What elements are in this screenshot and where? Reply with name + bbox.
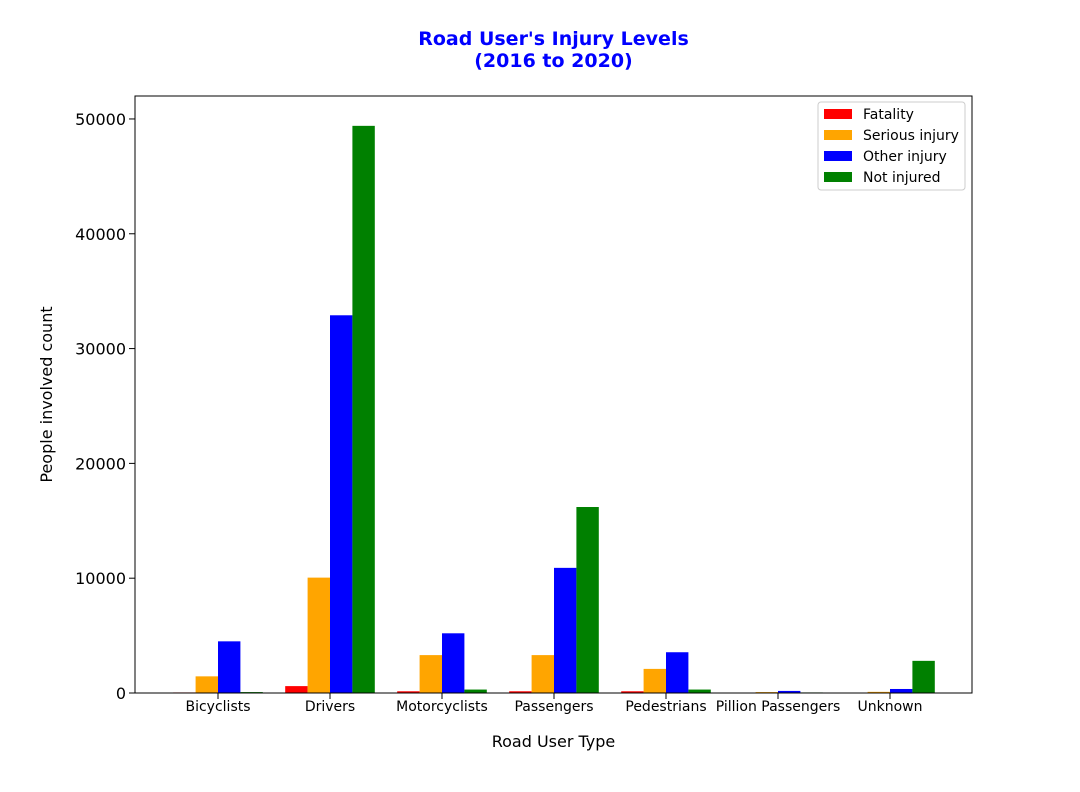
y-axis-ticks: 0 10000 20000 30000 40000 50000: [75, 110, 135, 703]
bar-other-injury-drivers: [330, 315, 353, 693]
bar-not-injured-motorcyclists: [464, 689, 487, 693]
bar-not-injured-unknown: [912, 660, 935, 693]
legend-swatch: [824, 109, 852, 119]
bar-not-injured-passengers: [576, 507, 599, 693]
legend-swatch: [824, 151, 852, 161]
bar-other-injury-pedestrians: [666, 652, 689, 693]
bar-fatality-drivers: [285, 686, 308, 693]
bar-serious-injury-drivers: [307, 577, 330, 693]
legend: Fatality Serious injury Other injury Not in…: [817, 101, 966, 191]
bar-serious-injury-unknown: [867, 691, 890, 693]
x-tick-label: Pedestrians: [625, 699, 706, 715]
bar-not-injured-pedestrians: [688, 689, 711, 693]
legend-label: Fatality: [863, 107, 914, 123]
bar-serious-injury-motorcyclists: [419, 655, 442, 693]
bar-serious-injury-passengers: [531, 655, 554, 693]
y-axis-label: People involved count: [37, 306, 56, 482]
x-tick-label: Bicyclists: [185, 699, 250, 715]
x-tick-label: Unknown: [858, 699, 923, 715]
x-tick-label: Motorcyclists: [396, 699, 488, 715]
legend-label: Other injury: [863, 149, 947, 165]
y-tick-label: 10000: [75, 569, 126, 588]
bar-fatality-passengers: [509, 691, 532, 693]
legend-swatch: [824, 172, 852, 182]
x-tick-label: Drivers: [305, 699, 355, 715]
bar-fatality-pedestrians: [621, 691, 644, 693]
bar-fatality-motorcyclists: [397, 691, 420, 693]
y-tick-label: 40000: [75, 225, 126, 244]
legend-swatch: [824, 130, 852, 140]
bar-other-injury-unknown: [890, 688, 913, 693]
y-tick-label: 0: [116, 684, 126, 703]
bar-other-injury-pillion-passengers: [778, 690, 801, 693]
legend-label: Not injured: [863, 170, 940, 186]
chart-subtitle: (2016 to 2020): [474, 50, 633, 72]
x-tick-label: Pillion Passengers: [716, 699, 841, 715]
x-axis-ticks: Bicyclists Drivers Motorcyclists Passengers…: [185, 693, 923, 715]
chart-title: Road User's Injury Levels: [418, 28, 689, 50]
bar-serious-injury-bicyclists: [195, 676, 218, 693]
x-tick-label: Passengers: [514, 699, 593, 715]
bar-other-injury-motorcyclists: [442, 633, 465, 693]
bar-other-injury-passengers: [554, 567, 577, 693]
legend-label: Serious injury: [863, 128, 959, 144]
x-axis-label: Road User Type: [492, 732, 616, 751]
legend-box: [817, 101, 966, 191]
bar-other-injury-bicyclists: [218, 641, 241, 693]
bar-not-injured-drivers: [352, 125, 375, 694]
y-tick-label: 50000: [75, 110, 126, 129]
bars-group: [173, 125, 935, 694]
bar-serious-injury-pedestrians: [643, 668, 666, 693]
y-tick-label: 20000: [75, 454, 126, 473]
y-tick-label: 30000: [75, 340, 126, 359]
